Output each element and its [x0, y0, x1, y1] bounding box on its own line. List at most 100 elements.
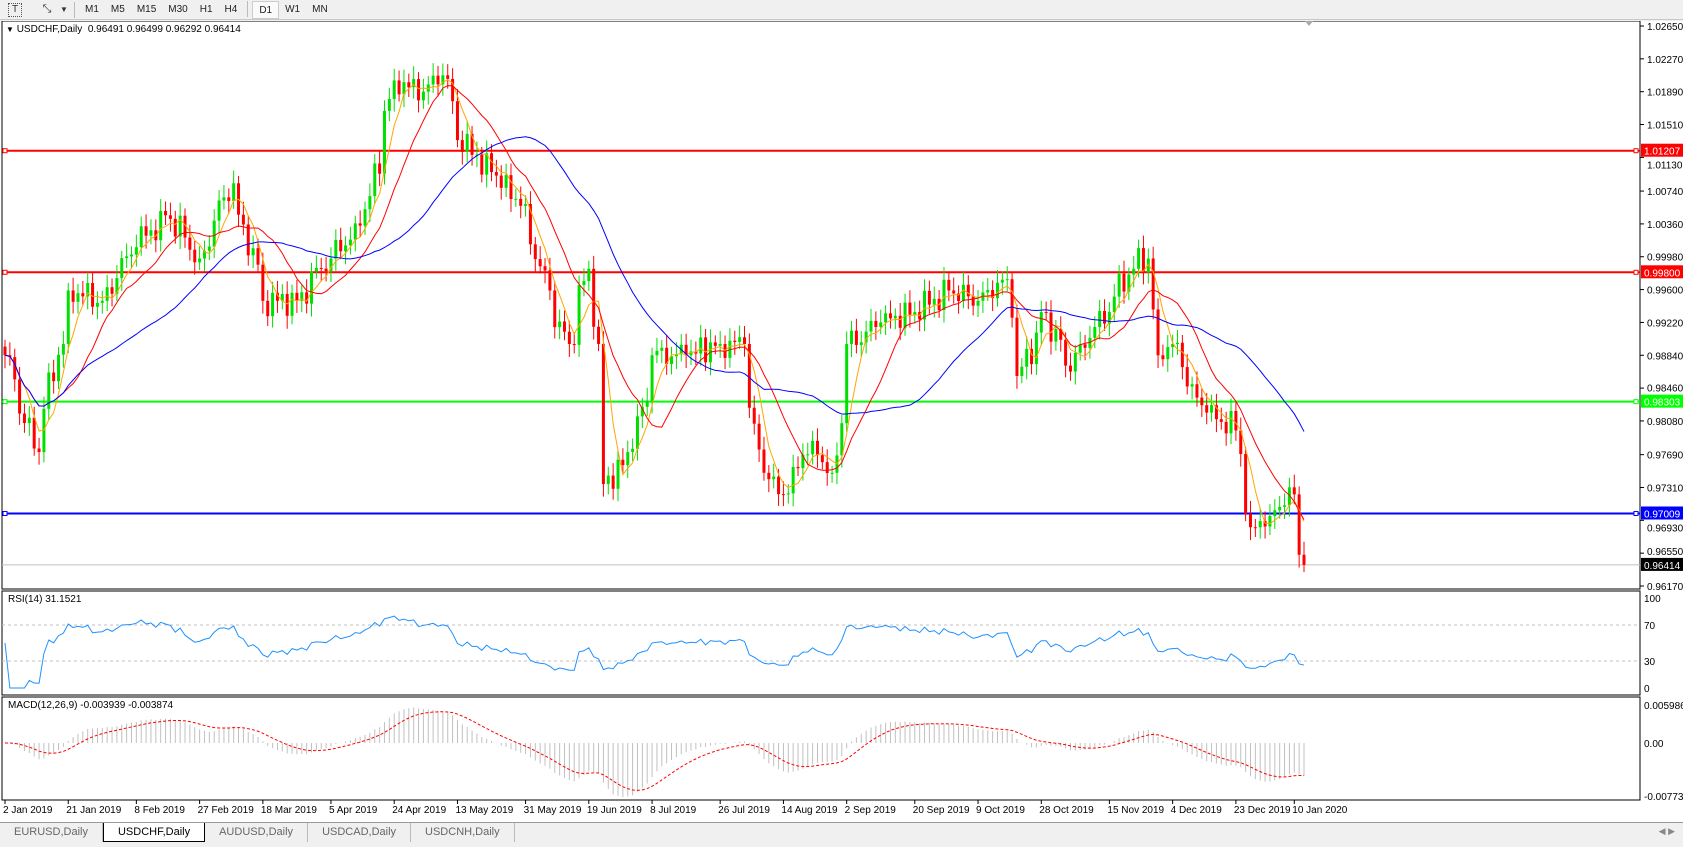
macd-tick-label: 0.00: [1644, 739, 1664, 750]
candle: [139, 226, 143, 248]
rsi-tick-label: 30: [1644, 657, 1656, 668]
tab-usdcnh[interactable]: USDCNH,Daily: [411, 823, 515, 842]
dropdown-arrow-icon[interactable]: ▼: [60, 5, 68, 14]
timeframe-m15[interactable]: M15: [136, 3, 157, 15]
timeframe-m30[interactable]: M30: [168, 3, 188, 15]
timeframe-d1[interactable]: D1: [252, 0, 280, 19]
candle: [261, 264, 265, 301]
candle: [1141, 248, 1145, 273]
candle: [271, 292, 275, 317]
candle: [519, 198, 523, 206]
candle: [499, 175, 503, 188]
candle: [1248, 513, 1252, 528]
candle: [1287, 487, 1291, 506]
candle: [275, 292, 279, 301]
candle: [562, 321, 566, 332]
candle: [796, 466, 800, 469]
candle: [738, 337, 742, 342]
candle: [241, 214, 245, 225]
chart-canvas[interactable]: 1.02650 1.02270 1.01890 1.01510 1.01130 1.007…: [0, 20, 1683, 822]
candle: [957, 293, 961, 302]
line-anchor-handle: [2, 399, 8, 405]
rsi-tick-label: 0: [1644, 684, 1650, 695]
candle: [1161, 355, 1165, 360]
candle: [1244, 454, 1248, 514]
time-tick-label: 8 Feb 2019: [134, 805, 185, 816]
candle: [363, 209, 367, 226]
timeframe-m1[interactable]: M1: [85, 3, 99, 15]
candle: [1025, 348, 1029, 367]
price-label-badge: [1641, 143, 1683, 157]
price-tick-label: 1.02650: [1647, 22, 1683, 33]
candle: [290, 292, 294, 316]
candle: [665, 347, 669, 365]
candle: [32, 417, 36, 449]
candle: [1302, 554, 1306, 565]
collapse-triangle-icon[interactable]: ▼: [6, 25, 14, 34]
close-value: 0.96414: [204, 24, 241, 35]
candle: [713, 342, 717, 346]
rsi-tick-label: 100: [1644, 594, 1661, 605]
candle: [1214, 405, 1218, 420]
candle: [1176, 342, 1180, 345]
text-tool-icon[interactable]: T: [8, 2, 22, 17]
candle: [1103, 311, 1107, 324]
candle: [884, 313, 888, 323]
timeframe-mn[interactable]: MN: [312, 3, 328, 15]
candle: [397, 80, 401, 95]
candle: [913, 312, 917, 315]
tab-eurusd[interactable]: EURUSD,Daily: [0, 823, 103, 842]
candle: [324, 268, 328, 272]
candle: [285, 293, 289, 316]
candle: [1156, 309, 1160, 356]
tab-usdchf[interactable]: USDCHF,Daily: [102, 823, 206, 842]
line-tools-icon[interactable]: ⤡: [42, 3, 52, 15]
candle: [684, 344, 688, 356]
candle: [1020, 366, 1024, 376]
candle: [966, 284, 970, 297]
price-label: 0.97009: [1644, 509, 1681, 520]
candle: [52, 372, 56, 382]
candle: [947, 279, 951, 291]
timeframe-w1[interactable]: W1: [285, 3, 301, 15]
candle: [494, 172, 498, 176]
candle: [22, 413, 26, 424]
candle: [1200, 397, 1204, 406]
candle: [626, 452, 630, 466]
current-price-label: 0.96414: [1644, 561, 1681, 572]
candle: [490, 153, 494, 173]
candle: [859, 342, 863, 345]
timeframe-m5[interactable]: M5: [110, 3, 125, 15]
candle: [441, 75, 445, 85]
candle: [1044, 312, 1048, 314]
candle: [81, 293, 85, 297]
timeframe-h4[interactable]: H4: [224, 3, 238, 15]
tab-audusd[interactable]: AUDUSD,Daily: [205, 823, 309, 842]
candle: [1268, 516, 1272, 527]
candle: [995, 282, 999, 299]
candle: [601, 343, 605, 485]
candle: [1258, 521, 1262, 528]
time-tick-label: 13 May 2019: [455, 805, 513, 816]
candle: [743, 337, 747, 345]
candle: [465, 133, 469, 152]
timeframe-h1[interactable]: H1: [199, 3, 213, 15]
candle: [971, 296, 975, 306]
candle: [1263, 521, 1267, 527]
candle: [232, 183, 236, 201]
candle: [543, 266, 547, 271]
tab-usdcad[interactable]: USDCAD,Daily: [308, 823, 412, 842]
tab-scroll-arrows-icon[interactable]: ◀ ▶: [1658, 826, 1675, 836]
rsi-panel-frame: [1, 590, 1641, 696]
candle: [1107, 312, 1111, 324]
candle: [1210, 405, 1214, 413]
candle: [747, 344, 751, 408]
price-tick-label: 0.96170: [1647, 582, 1683, 593]
price-label-badge: [1641, 265, 1683, 279]
candle: [1127, 274, 1131, 292]
time-tick-label: 4 Dec 2019: [1171, 805, 1223, 816]
candle: [850, 330, 854, 345]
candle: [961, 284, 965, 302]
chart-window[interactable]: 1.02650 1.02270 1.01890 1.01510 1.01130 1.007…: [0, 20, 1683, 822]
candle: [1054, 329, 1058, 342]
